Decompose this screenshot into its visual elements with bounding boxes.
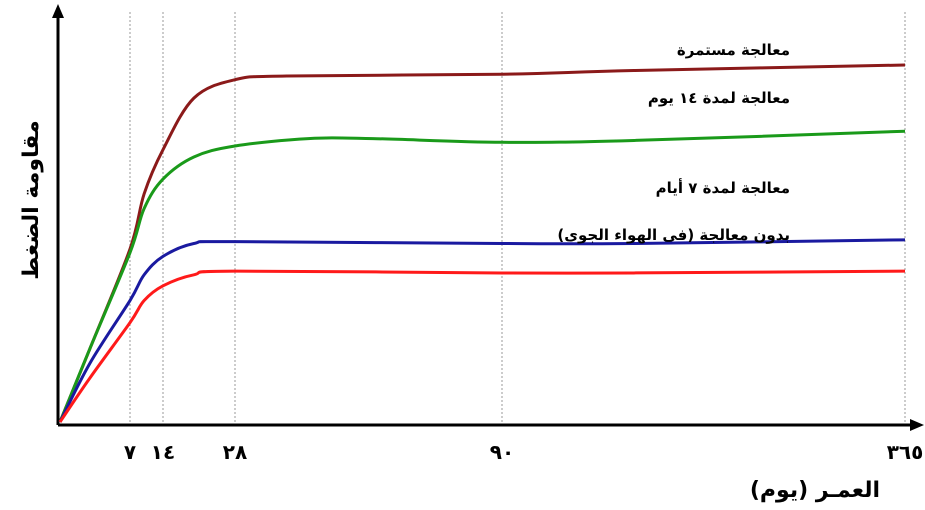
y-axis-arrow (52, 4, 64, 18)
x-tick-labels: ٧ ١٤ ٢٨ ٩٠ ٣٦٥ (124, 440, 923, 464)
x-axis-title: العمـر (يوم) (750, 478, 880, 503)
series-label-no-curing: بدون معالجة (فى الهواء الجوى) (557, 226, 790, 244)
y-axis-title: مقاومة الضغط (19, 120, 44, 279)
series-label-continuous: معالجة مستمرة (677, 41, 790, 59)
x-axis-arrow (910, 419, 924, 431)
x-tick-label-1: ١٤ (151, 440, 175, 464)
x-tick-label-2: ٢٨ (223, 440, 247, 464)
series-group (58, 63, 906, 423)
series-label-7-days: معالجة لمدة ٧ أيام (656, 178, 790, 197)
series-line-3 (58, 269, 906, 423)
x-tick-label-4: ٣٦٥ (887, 440, 924, 464)
series-label-14-days: معالجة لمدة ١٤ يوم (648, 89, 790, 107)
x-tick-label-0: ٧ (124, 440, 136, 464)
series-line-1 (58, 129, 906, 423)
x-tick-label-3: ٩٠ (490, 440, 514, 464)
series-line-2 (58, 238, 906, 423)
